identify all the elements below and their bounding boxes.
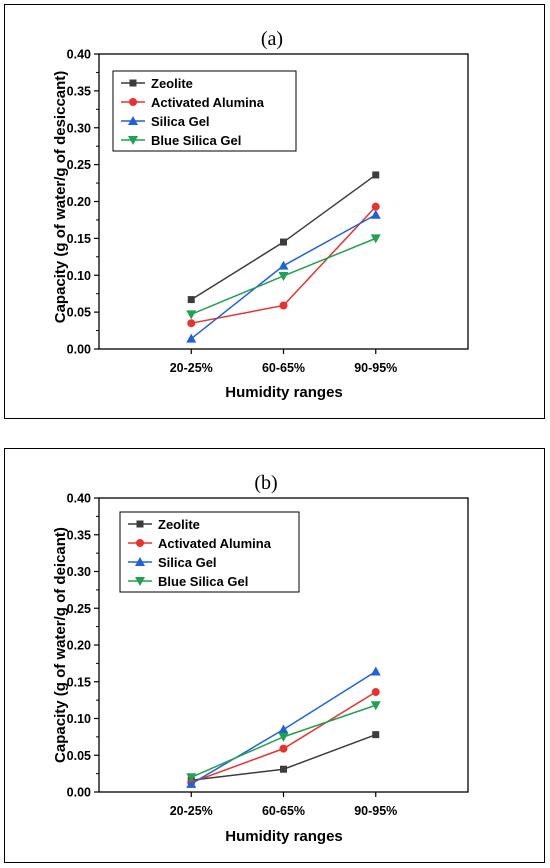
legend-entry: Activated Alumina bbox=[151, 95, 265, 110]
panel-label-a: (a) bbox=[261, 28, 283, 50]
y-tick-label: 0.35 bbox=[67, 528, 91, 542]
data-point-silica-gel bbox=[186, 778, 197, 788]
data-point-blue-silica-gel bbox=[186, 310, 197, 320]
plot-area-b: 0.00 0.05 0.10 0.15 0.20 0.25 0.30 0.35 0.40 20-2… bbox=[67, 492, 469, 818]
x-tick-label: 60-65% bbox=[262, 361, 305, 375]
data-point-activated-alumina bbox=[279, 744, 288, 753]
legend-entry: Silica Gel bbox=[158, 555, 217, 570]
y-tick-label: 0.05 bbox=[67, 306, 91, 320]
y-tick-label: 0.25 bbox=[67, 602, 91, 616]
x-tick-label: 90-95% bbox=[354, 804, 397, 818]
y-tick-label: 0.30 bbox=[67, 565, 91, 579]
legend-marker bbox=[128, 136, 138, 145]
chart-panel-b: (b) 0.00 0.05 0.10 0.15 0.20 0.25 0.30 0.35 0.40… bbox=[4, 448, 545, 863]
y-tick-label: 0.10 bbox=[67, 269, 91, 283]
data-point-silica-gel bbox=[370, 209, 381, 219]
panel-label-b: (b) bbox=[254, 472, 277, 494]
x-tick-label: 20-25% bbox=[170, 804, 213, 818]
data-point-activated-alumina bbox=[371, 688, 380, 697]
y-tick-label: 0.35 bbox=[67, 84, 91, 98]
legend-marker bbox=[136, 520, 144, 528]
data-point-zeolite bbox=[372, 731, 380, 739]
data-point-activated-alumina bbox=[371, 202, 380, 211]
x-tick-label: 60-65% bbox=[262, 804, 305, 818]
x-tick-label: 90-95% bbox=[354, 361, 397, 375]
x-tick-label: 20-25% bbox=[170, 361, 213, 375]
y-tick-label: 0.10 bbox=[67, 712, 91, 726]
data-point-zeolite bbox=[280, 238, 287, 246]
data-point-activated-alumina bbox=[187, 319, 196, 328]
y-tick-label: 0.20 bbox=[67, 195, 91, 209]
plot-area-a: 0.00 0.05 0.10 0.15 0.20 0.25 0.30 0.35 0.40 20-2… bbox=[67, 48, 469, 375]
legend-marker bbox=[128, 116, 138, 125]
legend-marker bbox=[135, 577, 145, 586]
data-point-silica-gel bbox=[370, 666, 381, 676]
data-point-activated-alumina bbox=[279, 301, 288, 310]
y-tick-label: 0.15 bbox=[67, 675, 91, 689]
chart-b: (b) 0.00 0.05 0.10 0.15 0.20 0.25 0.30 0.35 0.40… bbox=[52, 472, 469, 845]
legend-marker bbox=[129, 79, 137, 87]
data-point-blue-silica-gel bbox=[370, 234, 381, 244]
legend-marker bbox=[135, 557, 145, 566]
data-point-blue-silica-gel bbox=[278, 732, 289, 742]
y-tick-label: 0.40 bbox=[67, 492, 91, 506]
data-point-zeolite bbox=[372, 171, 380, 179]
y-tick-label: 0.30 bbox=[67, 121, 91, 135]
data-point-silica-gel bbox=[186, 333, 197, 343]
legend-marker bbox=[129, 98, 137, 106]
chart-panel-a: (a) 0.00 0.05 0.10 0.15 0.20 0.25 0.30 0.35 0.40… bbox=[4, 4, 545, 419]
data-point-blue-silica-gel bbox=[186, 773, 197, 783]
data-point-zeolite bbox=[280, 765, 287, 773]
y-tick-label: 0.00 bbox=[67, 786, 91, 800]
data-point-silica-gel bbox=[278, 260, 289, 270]
y-axis-label-b: Capacity (g of water/g of deicant) bbox=[52, 527, 69, 763]
legend-entry: Blue Silica Gel bbox=[158, 574, 248, 589]
y-axis-label-a: Capacity (g of water/g of desiccant) bbox=[52, 71, 69, 324]
legend-box bbox=[119, 511, 300, 593]
data-point-silica-gel bbox=[278, 724, 289, 734]
chart-a: (a) 0.00 0.05 0.10 0.15 0.20 0.25 0.30 0.35 0.40… bbox=[52, 28, 469, 401]
legend-box bbox=[112, 70, 297, 152]
legend-entry: Silica Gel bbox=[151, 114, 210, 129]
y-tick-label: 0.15 bbox=[67, 232, 91, 246]
y-tick-label: 0.00 bbox=[67, 343, 91, 357]
x-axis-label-b: Humidity ranges bbox=[225, 828, 343, 845]
x-axis-label-a: Humidity ranges bbox=[225, 384, 343, 401]
y-tick-label: 0.05 bbox=[67, 749, 91, 763]
y-tick-label: 0.25 bbox=[67, 158, 91, 172]
legend-marker bbox=[136, 539, 144, 547]
y-tick-label: 0.20 bbox=[67, 639, 91, 653]
data-point-zeolite bbox=[187, 296, 195, 304]
data-point-blue-silica-gel bbox=[278, 271, 289, 281]
legend-entry: Blue Silica Gel bbox=[151, 133, 241, 148]
legend-entry: Zeolite bbox=[158, 517, 200, 532]
legend-entry: Zeolite bbox=[151, 76, 193, 91]
y-tick-label: 0.40 bbox=[67, 48, 91, 62]
legend-entry: Activated Alumina bbox=[158, 536, 272, 551]
data-point-blue-silica-gel bbox=[370, 701, 381, 711]
